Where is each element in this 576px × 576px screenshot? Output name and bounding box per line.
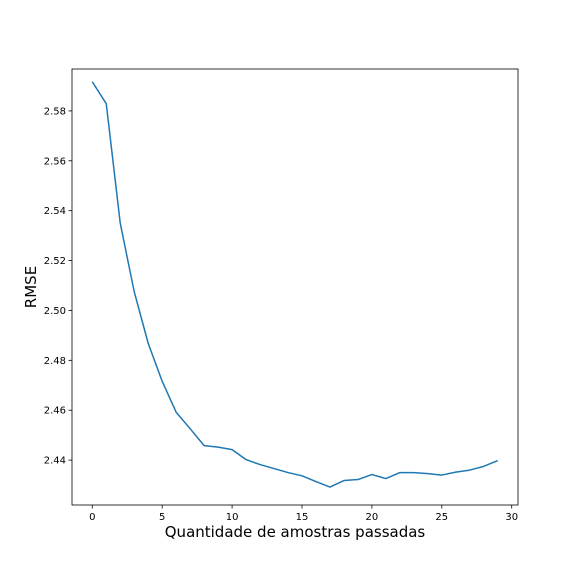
axes-frame [71, 68, 519, 506]
y-tick-label: 2.48 [44, 356, 66, 367]
y-tick-label: 2.52 [44, 256, 66, 267]
series-line-0 [91, 81, 499, 488]
x-tick-label: 15 [296, 512, 309, 523]
x-tick-label: 5 [159, 512, 165, 523]
x-axis: 0 5 10 15 20 25 30 [89, 505, 518, 523]
y-tick-label: 2.44 [44, 456, 66, 467]
y-axis-label: RMSE [22, 266, 40, 308]
y-tick-label: 2.50 [44, 306, 66, 317]
y-tick-label: 2.46 [44, 406, 66, 417]
x-tick-label: 30 [505, 512, 518, 523]
plot-area [91, 81, 499, 488]
y-tick-label: 2.56 [44, 156, 66, 167]
x-tick-label: 20 [366, 512, 379, 523]
x-tick-label: 0 [89, 512, 95, 523]
y-tick-label: 2.58 [44, 106, 66, 117]
x-tick-label: 10 [226, 512, 239, 523]
y-axis: 2.44 2.46 2.48 2.50 2.52 2.54 2.56 2.58 [44, 106, 72, 467]
x-axis-label: Quantidade de amostras passadas [165, 523, 426, 541]
x-tick-label: 25 [435, 512, 448, 523]
y-tick-label: 2.54 [44, 206, 66, 217]
